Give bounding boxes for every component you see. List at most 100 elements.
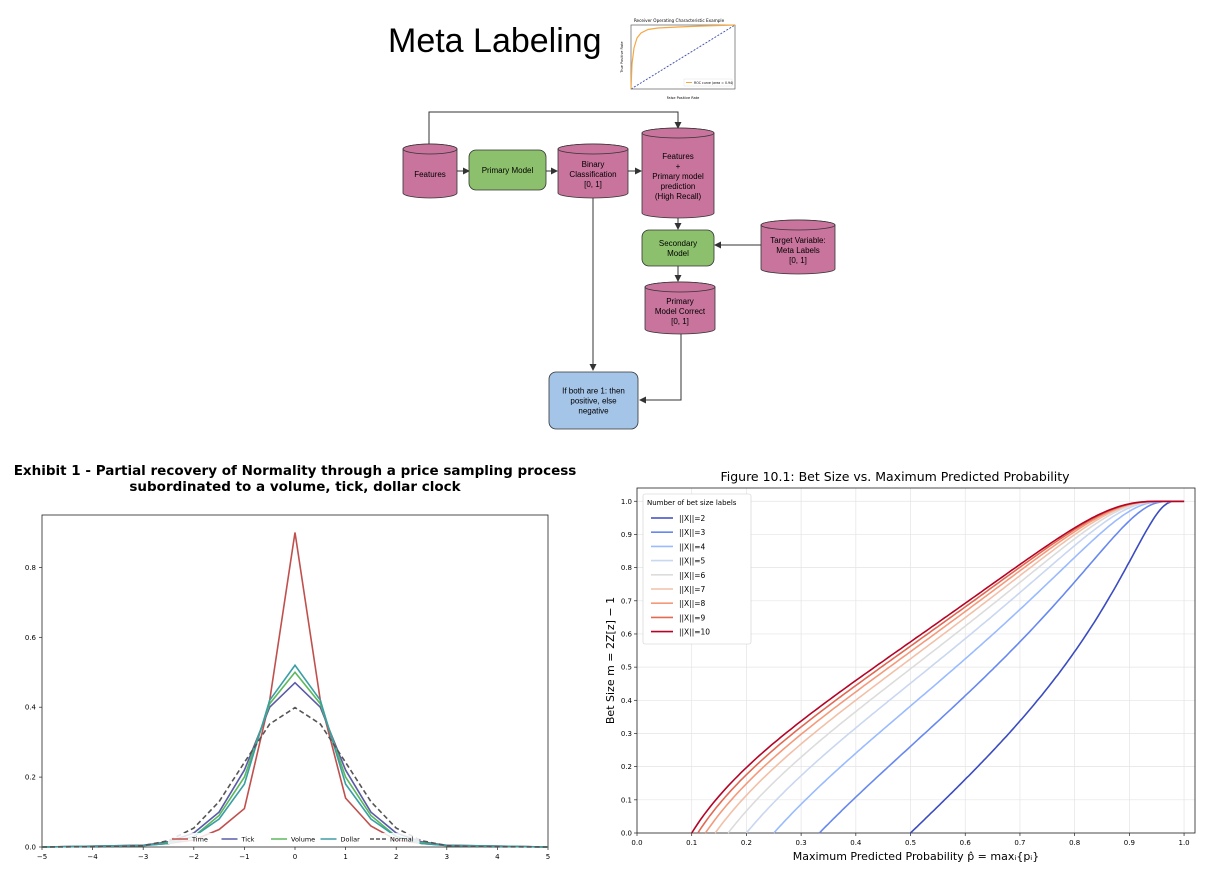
series-line-volume xyxy=(41,671,549,848)
x-tick-label: 0.0 xyxy=(631,839,642,847)
node-label: + xyxy=(676,162,681,171)
series-line-x4 xyxy=(773,500,1185,834)
flow-edges xyxy=(428,111,761,404)
node-label: Model xyxy=(667,249,689,258)
node-label: Model Correct xyxy=(655,307,706,316)
node-box xyxy=(548,371,639,430)
node-label: (High Recall) xyxy=(655,192,702,201)
legend-label: ||X||=7 xyxy=(679,585,706,594)
series-line-x7 xyxy=(714,500,1185,834)
y-tick-label: 0.5 xyxy=(621,664,632,672)
exhibit-title: Exhibit 1 - Partial recovery of Normalit… xyxy=(0,463,590,495)
legend-label: ||X||=4 xyxy=(679,542,706,551)
y-tick-label: 1.0 xyxy=(621,498,632,506)
exhibit-chart: −5 −4 −3 −2 −1 0 1 2 3 4 5 0.0 0.2 0.4 0.6 0.8 Time Tick V… xyxy=(25,514,550,861)
node-primary-model: Primary Model xyxy=(468,149,547,191)
node-target-variable: Target Variable:Meta Labels[0, 1] xyxy=(760,219,836,275)
figure10-ylabel: Bet Size m = 2Z[z] − 1 xyxy=(604,597,617,724)
series-line-x6 xyxy=(727,500,1185,834)
roc-xlabel: False Positive Rate xyxy=(667,96,700,100)
x-tick-label: 3 xyxy=(445,853,449,861)
legend-label: ||X||=3 xyxy=(679,528,706,537)
node-label: Target Variable: xyxy=(770,236,825,245)
node-label: [0, 1] xyxy=(671,317,689,326)
legend-label: ||X||=2 xyxy=(679,514,706,523)
y-tick-label: 0.3 xyxy=(621,730,632,738)
node-label: Features xyxy=(662,152,694,161)
y-tick-label: 0.0 xyxy=(621,830,632,838)
node-cylinder-top xyxy=(557,143,629,155)
node-label: negative xyxy=(578,407,609,416)
x-tick-label: −4 xyxy=(87,853,98,861)
figure10-xlabel: Maximum Predicted Probability p̂ = maxᵢ{… xyxy=(793,850,1040,863)
node-label: prediction xyxy=(661,182,696,191)
y-tick-label: 0.6 xyxy=(621,630,633,638)
exhibit-plot: −5 −4 −3 −2 −1 0 1 2 3 4 5 0.0 0.2 0.4 0.6 0.8 Time Tick V… xyxy=(25,514,550,861)
x-tick-label: 0.1 xyxy=(686,839,697,847)
node-label: Secondary xyxy=(659,239,697,248)
x-tick-label: 0.8 xyxy=(1069,839,1080,847)
y-tick-label: 0.2 xyxy=(25,774,36,782)
node-label: positive, else xyxy=(570,397,617,406)
y-tick-label: 0.4 xyxy=(25,704,37,712)
x-tick-label: 0.2 xyxy=(741,839,752,847)
legend-label: Time xyxy=(191,836,208,844)
roc-ylabel: True Positive Rate xyxy=(620,41,624,73)
x-tick-label: 0 xyxy=(293,853,297,861)
edge-features-to-combined xyxy=(428,111,682,144)
series-line-normal xyxy=(41,706,549,848)
legend-label: Volume xyxy=(291,836,315,844)
exhibit-plot-frame xyxy=(41,514,549,848)
edge-correct-to-final xyxy=(639,334,682,404)
y-tick-label: 0.7 xyxy=(621,597,632,605)
figure10-legend: Number of bet size labels ||X||=2 ||X||=3 |… xyxy=(642,493,752,645)
y-tick-label: 0.1 xyxy=(621,796,632,804)
series-line-x3 xyxy=(818,500,1185,834)
exhibit-legend-box xyxy=(168,833,420,844)
exhibit-legend: Time Tick Volume Dollar Normal xyxy=(168,833,420,844)
x-tick-label: 0.3 xyxy=(796,839,807,847)
x-tick-label: −3 xyxy=(138,853,148,861)
legend-label: ||X||=6 xyxy=(679,571,706,580)
y-tick-label: 0.8 xyxy=(621,564,632,572)
roc-plot-frame xyxy=(630,24,736,90)
meta-labeling-flowchart: Features Primary Model BinaryClassificatio… xyxy=(402,111,836,430)
legend-label: ||X||=9 xyxy=(679,613,706,622)
series-line-x10 xyxy=(691,500,1185,834)
y-tick-label: 0.9 xyxy=(621,531,632,539)
legend-label: Normal xyxy=(390,836,414,844)
node-label: If both are 1: then xyxy=(562,387,625,396)
legend-label: ||X||=8 xyxy=(679,599,706,608)
node-box xyxy=(468,149,547,191)
node-label: Meta Labels xyxy=(776,246,820,255)
y-tick-label: 0.2 xyxy=(621,763,632,771)
node-label: Primary Model xyxy=(482,166,534,175)
legend-label: Dollar xyxy=(341,836,361,844)
y-tick-label: 0.4 xyxy=(621,697,633,705)
y-tick-label: 0.0 xyxy=(25,844,36,852)
roc-chance-line xyxy=(630,24,736,90)
x-tick-label: 0.6 xyxy=(960,839,972,847)
series-line-x5 xyxy=(745,500,1185,834)
series-line-time xyxy=(41,532,549,848)
x-tick-label: 0.9 xyxy=(1124,839,1135,847)
node-label: Primary model xyxy=(652,172,704,181)
x-tick-label: 0.4 xyxy=(850,839,862,847)
series-line-dollar xyxy=(41,663,549,848)
figure10-title: Figure 10.1: Bet Size vs. Maximum Predic… xyxy=(720,469,1070,484)
node-label: [0, 1] xyxy=(789,256,807,265)
x-tick-label: −1 xyxy=(239,853,249,861)
x-tick-label: −5 xyxy=(37,853,47,861)
x-tick-label: 4 xyxy=(495,853,500,861)
x-tick-label: 0.7 xyxy=(1014,839,1025,847)
roc-thumbnail: Receiver Operating Characteristic Exampl… xyxy=(618,16,740,102)
roc-legend-box xyxy=(683,78,733,87)
x-tick-label: −2 xyxy=(189,853,199,861)
figure10-plot-frame xyxy=(636,487,1196,834)
roc-legend: ROC curve (area = 0.94) xyxy=(694,81,733,85)
